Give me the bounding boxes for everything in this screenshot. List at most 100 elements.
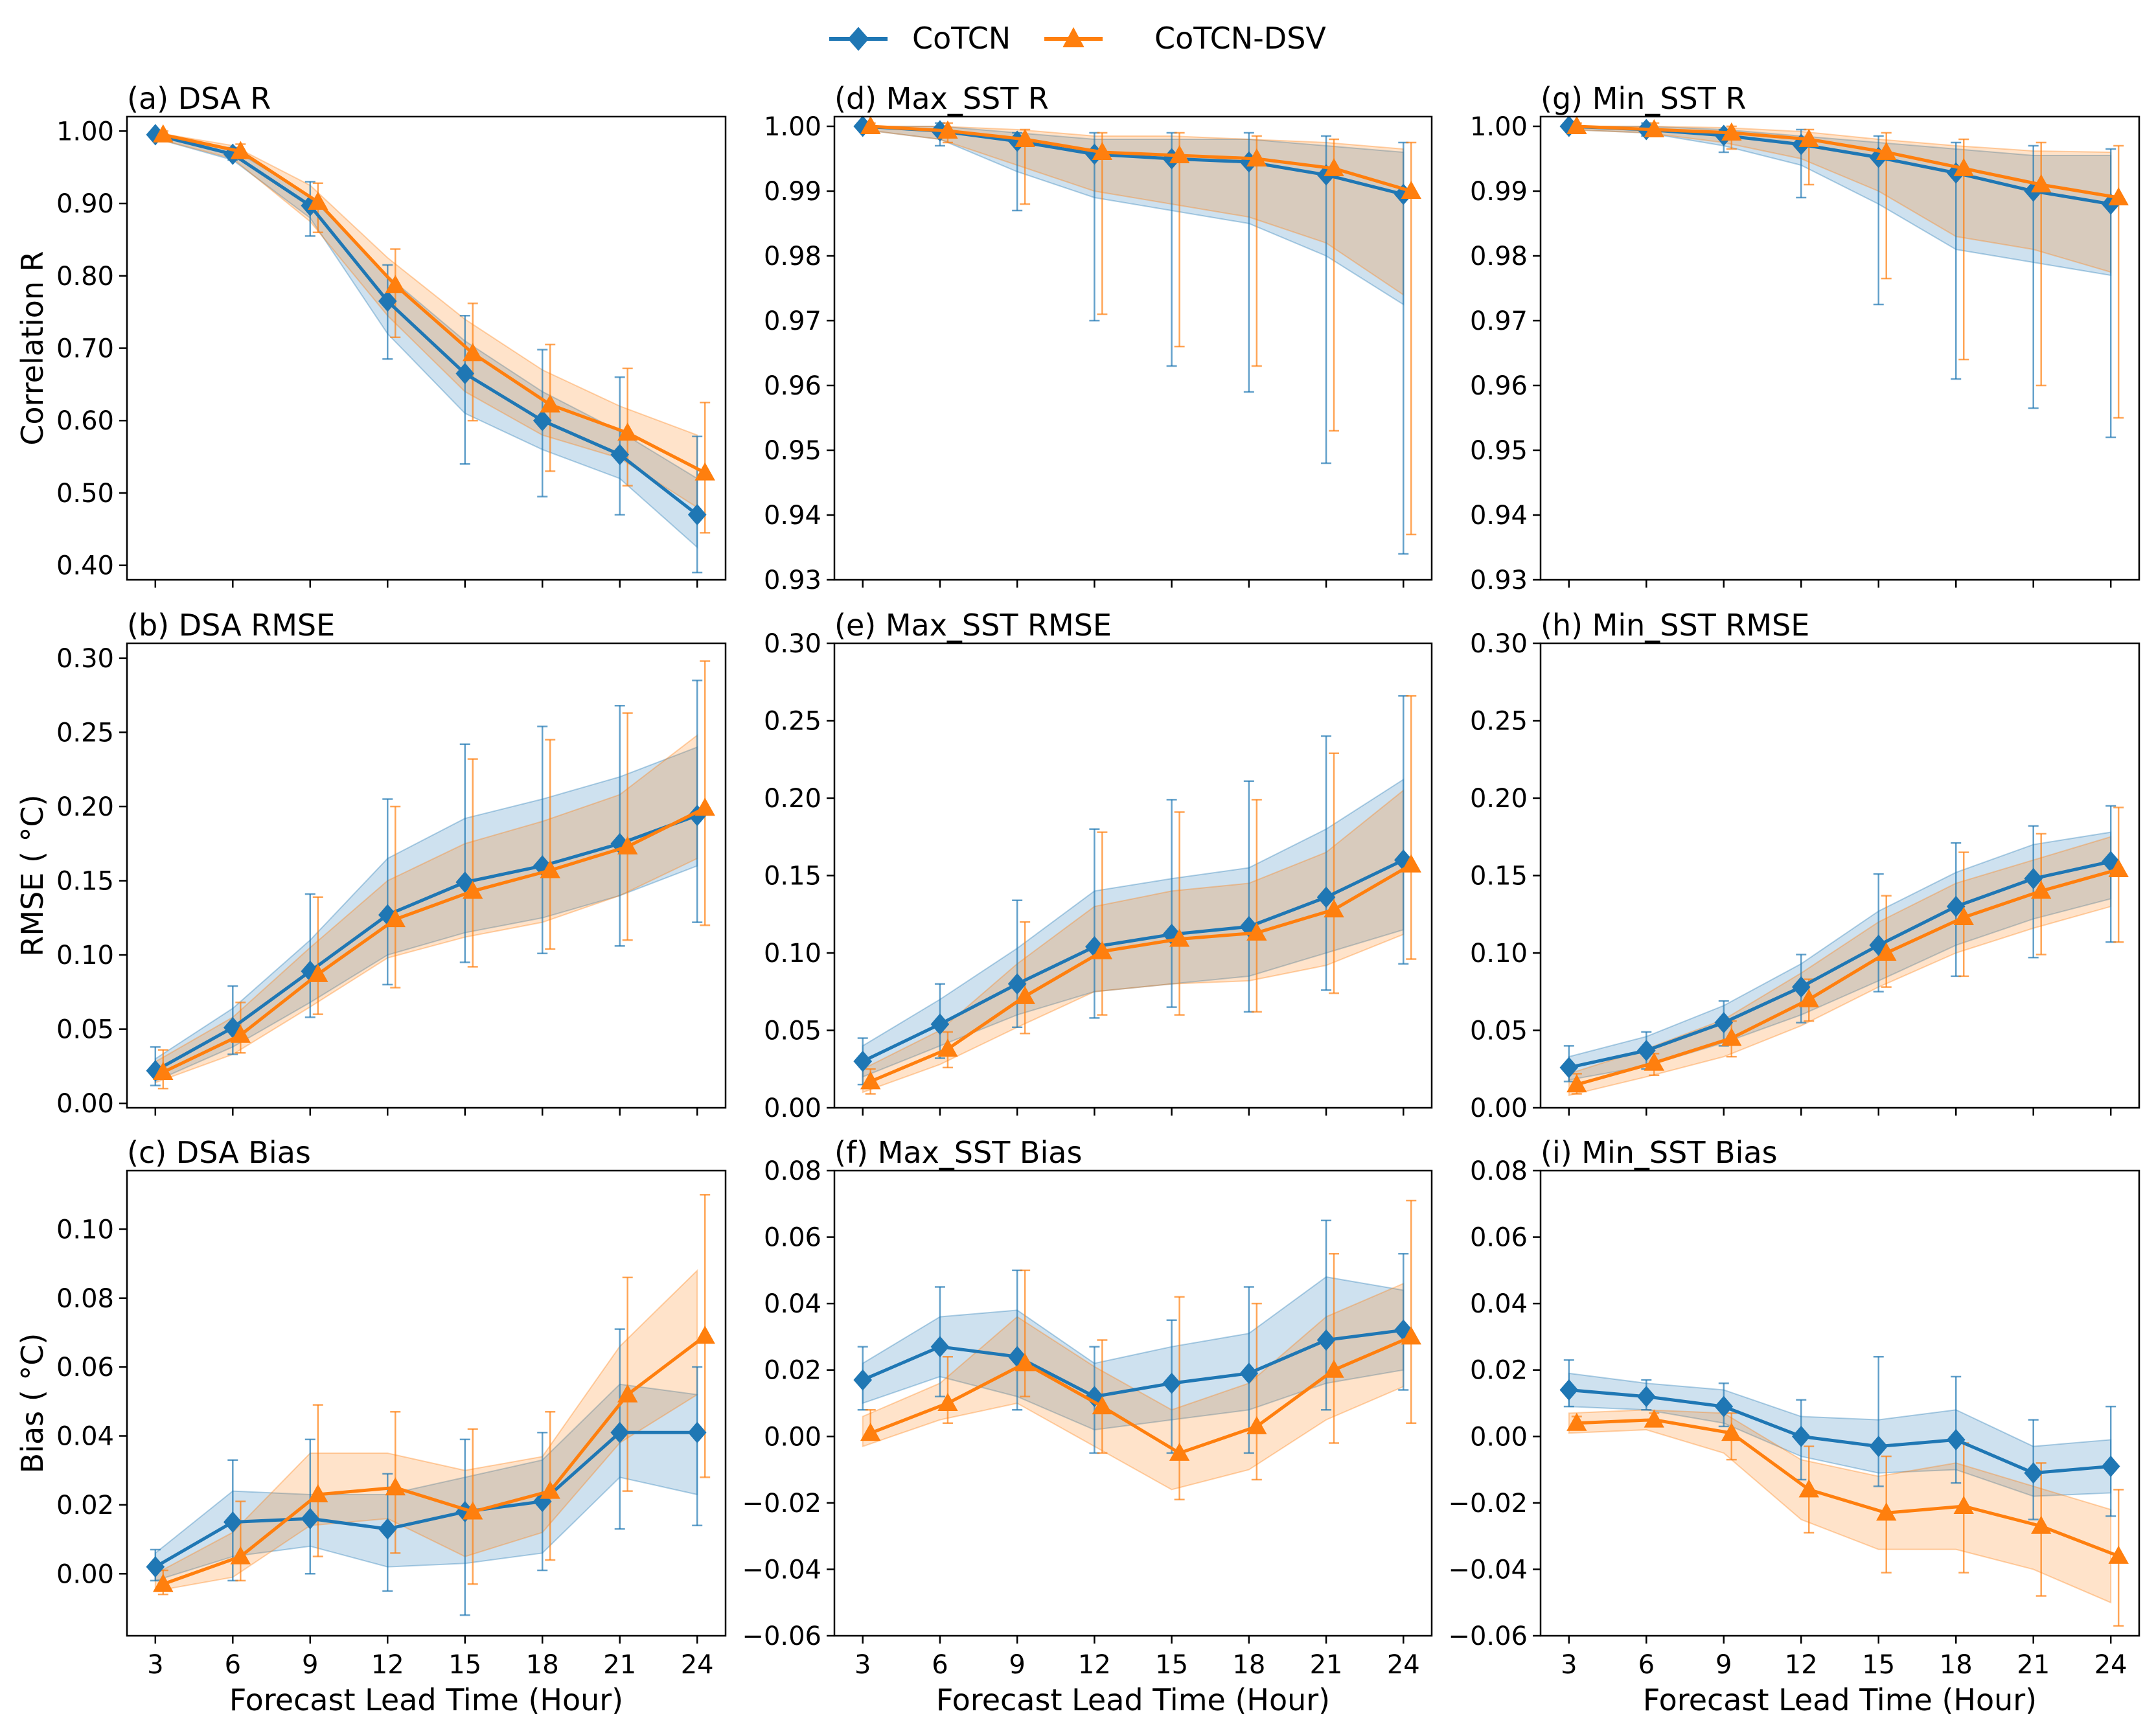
panel-h-min-sst-rmse-title: (h) Min_SST RMSE — [1541, 608, 1809, 643]
panel-c-dsa-bias-cotcn-dsv-point — [153, 1574, 174, 1592]
panel-b-dsa-rmse-ytick-label: 0.25 — [56, 718, 114, 748]
panel-b-dsa-rmse-cotcn-dsv-errorbar — [700, 660, 711, 926]
panel-i-min-sst-bias-xtick-label: 12 — [1785, 1650, 1818, 1680]
panel-c-dsa-bias-ytick-label: 0.10 — [56, 1215, 114, 1244]
panel-g-min-sst-r-cotcn-dsv-line — [1576, 124, 2119, 200]
panel-i-min-sst-bias-cotcn-point — [1714, 1395, 1734, 1417]
panel-i-min-sst-bias-cotcn-dsv-point — [1566, 1412, 1587, 1431]
panel-a-dsa-r-cotcn-dsv-point — [694, 462, 715, 481]
panel-a-dsa-r-cotcn-dsv-errorbar — [467, 302, 478, 422]
panel-c-dsa-bias-ytick-label: 0.00 — [56, 1559, 114, 1589]
panel-e-max-sst-rmse-cotcn-point — [1316, 886, 1336, 908]
panel-c-dsa-bias-cotcn-point — [146, 1556, 165, 1578]
panel-f-max-sst-bias: (f) Max_SST Bias −0.06 −0.04 −0.02 0.00 0.02 0… — [742, 1135, 1433, 1717]
panel-b-dsa-rmse-cotcn-dsv-point — [385, 909, 406, 928]
panels: (a) DSA R 0.40 0.50 0.60 0.70 0.80 0.90 1.00 (b)… — [56, 81, 2140, 1717]
panel-g-min-sst-r-frame — [1539, 115, 2140, 581]
panel-e-max-sst-rmse-cotcn-point — [1007, 973, 1027, 995]
panel-a-dsa-r-ytick-label: 0.50 — [56, 479, 114, 509]
panel-g-min-sst-r-ytick-label: 0.93 — [1470, 566, 1528, 595]
panel-b-dsa-rmse-cotcn-errorbar — [304, 893, 315, 1018]
panel-i-min-sst-bias-ytick-label: −0.06 — [1448, 1622, 1528, 1651]
panel-h-min-sst-rmse-cotcn-dsv-point — [1644, 1052, 1664, 1071]
panel-d-max-sst-r-ytick-label: 0.93 — [764, 566, 821, 595]
panel-d-max-sst-r-ytick-label: 1.00 — [764, 112, 821, 142]
panel-d-max-sst-r-ytick-label: 0.96 — [764, 371, 821, 401]
panel-i-min-sst-bias-ytick-label: 0.08 — [1470, 1156, 1528, 1186]
panel-f-max-sst-bias-cotcn-dsv-point — [860, 1423, 881, 1441]
panel-h-min-sst-rmse-cotcn-errorbar — [1873, 873, 1884, 992]
panel-f-max-sst-bias-cotcn-point — [1162, 1372, 1181, 1394]
panel-a-dsa-r-cotcn-dsv-point — [463, 343, 483, 361]
panel-b-dsa-rmse: (b) DSA RMSE 0.00 0.05 0.10 0.15 0.20 0.25 0.30 — [56, 608, 727, 1119]
panel-a-dsa-r-title: (a) DSA R — [127, 81, 271, 116]
panel-c-dsa-bias-cotcn-errorbar — [692, 1366, 703, 1527]
panel-g-min-sst-r-ytick-label: 0.98 — [1470, 242, 1528, 271]
panel-f-max-sst-bias-xlabel: Forecast Lead Time (Hour) — [936, 1682, 1330, 1717]
panel-e-max-sst-rmse-cotcn-point — [853, 1050, 873, 1072]
panel-h-min-sst-rmse-cotcn-dsv-point — [1566, 1074, 1587, 1093]
panel-f-max-sst-bias-xtick-label: 18 — [1232, 1650, 1265, 1680]
panel-g-min-sst-r-cotcn-dsv-point — [1798, 128, 1819, 147]
panel-e-max-sst-rmse-cotcn-dsv-point — [1092, 941, 1113, 959]
panel-c-dsa-bias-cotcn-dsv-point — [617, 1384, 638, 1403]
panel-c-dsa-bias-xtick-label: 18 — [526, 1650, 559, 1680]
panel-d-max-sst-r-cotcn-dsv-point — [1246, 148, 1267, 166]
panel-b-dsa-rmse-ytick-label: 0.00 — [56, 1089, 114, 1119]
panel-d-max-sst-r-title: (d) Max_SST R — [834, 81, 1049, 116]
panel-a-dsa-r-cotcn-dsv-point — [308, 191, 328, 210]
panel-d-max-sst-r-ytick-label: 0.99 — [764, 177, 821, 207]
panel-f-max-sst-bias-cotcn-point — [930, 1336, 950, 1358]
panel-e-max-sst-rmse-cotcn-errorbar — [1089, 828, 1100, 1019]
panel-f-max-sst-bias-ytick-label: −0.04 — [742, 1555, 821, 1585]
panel-b-dsa-rmse-cotcn-dsv-errorbar — [622, 712, 633, 941]
panel-e-max-sst-rmse-ytick-label: 0.30 — [764, 629, 821, 659]
panel-c-dsa-bias-cotcn-dsv-point — [308, 1484, 328, 1502]
panel-i-min-sst-bias-xlabel: Forecast Lead Time (Hour) — [1643, 1682, 2037, 1717]
panel-e-max-sst-rmse-cotcn-dsv-errorbar — [1406, 695, 1417, 960]
panel-c-dsa-bias-xtick-label: 12 — [371, 1650, 404, 1680]
panel-a-dsa-r-cotcn-errorbar — [382, 264, 393, 360]
panel-e-max-sst-rmse-cotcn-line — [862, 858, 1405, 1063]
legend-marker-cotcn-dsv-triangle — [1062, 27, 1084, 47]
row-ylabel-correlation-r: Correlation R — [15, 251, 50, 445]
panel-c-dsa-bias-cotcn-dsv-errorbar — [235, 1500, 246, 1582]
panel-g-min-sst-r: (g) Min_SST R 0.93 0.94 0.95 0.96 0.97 0.98 0.9… — [1470, 81, 2140, 595]
panel-e-max-sst-rmse-cotcn-dsv-point — [860, 1071, 881, 1090]
panel-c-dsa-bias-xlabel: Forecast Lead Time (Hour) — [229, 1682, 623, 1717]
panel-h-min-sst-rmse-ytick-label: 0.00 — [1470, 1094, 1528, 1123]
panel-b-dsa-rmse-cotcn-dsv-point — [617, 836, 638, 854]
panel-f-max-sst-bias-cotcn-errorbar — [1321, 1219, 1332, 1411]
panel-b-dsa-rmse-cotcn-dsv-errorbar — [390, 805, 401, 989]
panel-g-min-sst-r-cotcn-dsv-point — [2108, 187, 2129, 205]
panel-f-max-sst-bias-xtick-label: 3 — [854, 1650, 871, 1680]
panel-f-max-sst-bias-xtick-label: 12 — [1078, 1650, 1111, 1680]
panel-a-dsa-r-ytick-label: 1.00 — [56, 117, 114, 146]
panel-i-min-sst-bias-cotcn-dsv-point — [1876, 1502, 1897, 1521]
panel-b-dsa-rmse-ytick-label: 0.10 — [56, 941, 114, 970]
panel-f-max-sst-bias-cotcn-dsv-errorbar — [942, 1355, 953, 1425]
panel-e-max-sst-rmse-cotcn-dsv-point — [937, 1038, 958, 1057]
panel-b-dsa-rmse-cotcn-dsv-point — [153, 1061, 174, 1081]
panel-e-max-sst-rmse-ytick-label: 0.25 — [764, 707, 821, 737]
panel-e-max-sst-rmse-cotcn-dsv-point — [1169, 928, 1190, 947]
panel-c-dsa-bias-ytick-label: 0.04 — [56, 1422, 114, 1452]
row-labels: Correlation R RMSE ( °C) Bias ( °C) — [15, 251, 50, 1473]
panel-f-max-sst-bias-cotcn-dsv-point — [937, 1392, 958, 1411]
panel-a-dsa-r-cotcn-point — [378, 290, 397, 312]
panel-h-min-sst-rmse-cotcn-point — [1946, 895, 1966, 917]
panel-d-max-sst-r-cotcn-dsv-errorbar — [1406, 141, 1417, 536]
panel-i-min-sst-bias-ytick-label: 0.00 — [1470, 1422, 1528, 1452]
panel-f-max-sst-bias-cotcn-dsv-errorbar — [1251, 1302, 1262, 1481]
panel-h-min-sst-rmse-cotcn-dsv-point — [1721, 1027, 1742, 1046]
panel-i-min-sst-bias-cotcn-dsv-point — [1953, 1495, 1974, 1514]
row-ylabel-rmse-c: RMSE ( °C) — [15, 794, 50, 956]
panel-c-dsa-bias-cotcn-dsv-errorbar — [312, 1404, 323, 1557]
panel-f-max-sst-bias-xtick-label: 21 — [1310, 1650, 1343, 1680]
panel-a-dsa-r-cotcn-line — [155, 133, 698, 516]
panel-b-dsa-rmse-cotcn-dsv-errorbar — [312, 896, 323, 1015]
panel-e-max-sst-rmse-ytick-label: 0.05 — [764, 1016, 821, 1046]
panel-i-min-sst-bias-cotcn-dsv-point — [2108, 1545, 2129, 1564]
panel-g-min-sst-r-cotcn-dsv-point — [1566, 115, 1587, 134]
panel-h-min-sst-rmse-cotcn-dsv-point — [2031, 880, 2052, 899]
